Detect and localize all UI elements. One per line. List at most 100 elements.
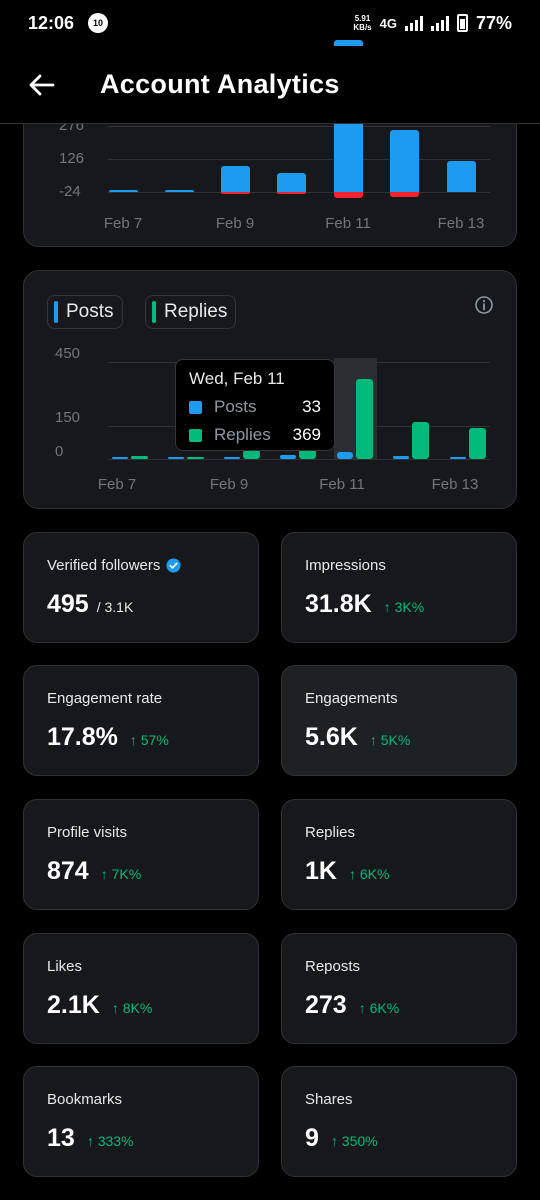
metric-value: 9 <box>305 1124 319 1152</box>
metric-change: ↑ 333% <box>86 1133 134 1149</box>
metric-change: ↑ 350% <box>330 1133 378 1149</box>
x-tick-label: Feb 13 <box>431 476 479 493</box>
metric-value: 273 <box>305 991 347 1019</box>
replies-bar[interactable] <box>356 379 373 459</box>
verified-badge-icon <box>166 558 181 573</box>
bar-feb-7[interactable] <box>108 189 138 192</box>
metric-value: 1K <box>305 857 337 885</box>
gridline <box>108 159 490 160</box>
replies-swatch <box>152 301 156 323</box>
y-tick-label: 126 <box>59 150 85 167</box>
metric-label: Bookmarks <box>47 1091 123 1108</box>
metric-label: Likes <box>47 958 83 975</box>
metric-value: 31.8K <box>305 590 372 618</box>
posts-bar[interactable] <box>168 457 184 459</box>
negative-bar[interactable] <box>389 192 419 197</box>
battery-level: 77% <box>475 12 512 33</box>
notification-badge-icon: 10 <box>88 13 109 33</box>
tooltip-row-posts: Posts 33 <box>189 397 321 417</box>
metric-card-verified-followers[interactable]: Verified followers 495 / 3.1K <box>23 532 259 643</box>
x-tick-label: Feb 11 <box>325 215 371 232</box>
metric-value: 5.6K <box>305 723 358 751</box>
legend-posts[interactable]: Posts <box>47 295 123 329</box>
metric-card-engagements[interactable]: Engagements 5.6K ↑ 5K% <box>281 665 517 776</box>
bar-feb-12[interactable] <box>389 130 419 192</box>
page-title: Account Analytics <box>100 69 340 99</box>
bar-feb-13[interactable] <box>446 161 476 192</box>
metric-value-row: 1K ↑ 6K% <box>305 857 516 886</box>
metric-value-row: 9 ↑ 350% <box>305 1124 516 1153</box>
info-icon[interactable] <box>474 295 494 315</box>
tooltip-row-replies: Replies 369 <box>189 425 321 445</box>
metric-value-row: 2.1K ↑ 8K% <box>47 991 258 1020</box>
posts-replies-chart-card: Posts Replies Wed, Feb 11 Posts 33 Repli… <box>23 270 517 509</box>
gridline <box>108 126 490 127</box>
metric-value-row: 13 ↑ 333% <box>47 1124 258 1153</box>
metric-label: Engagements <box>305 690 398 707</box>
posts-bar[interactable] <box>337 451 353 459</box>
replies-bar[interactable] <box>469 427 486 459</box>
status-bar: 12:06 10 5.91 KB/s 4G 77% <box>0 0 540 46</box>
metric-card-reposts[interactable]: Reposts 273 ↑ 6K% <box>281 933 517 1044</box>
metric-value-row: 5.6K ↑ 5K% <box>305 723 516 752</box>
tooltip-title: Wed, Feb 11 <box>189 369 285 388</box>
back-button[interactable] <box>22 65 62 105</box>
metric-change: ↑ 6K% <box>358 1000 400 1016</box>
negative-bar[interactable] <box>276 192 306 194</box>
metric-card-impressions[interactable]: Impressions 31.8K ↑ 3K% <box>281 532 517 643</box>
metric-label: Shares <box>305 1091 353 1108</box>
gridline <box>108 459 490 460</box>
metric-change: ↑ 57% <box>129 732 169 748</box>
replies-bar[interactable] <box>299 449 316 459</box>
metric-value: 13 <box>47 1124 75 1152</box>
posts-bar[interactable] <box>112 457 128 459</box>
signal-icon <box>430 15 449 31</box>
metric-value-row: 874 ↑ 7K% <box>47 857 258 886</box>
metric-change: ↑ 3K% <box>383 599 425 615</box>
posts-bar[interactable] <box>393 455 409 459</box>
replies-bar[interactable] <box>131 455 148 459</box>
y-tick-label: 0 <box>55 443 64 460</box>
metric-card-bookmarks[interactable]: Bookmarks 13 ↑ 333% <box>23 1066 259 1177</box>
metric-label: Profile visits <box>47 824 128 841</box>
back-arrow-icon <box>29 74 55 95</box>
chart-tooltip: Wed, Feb 11 Posts 33 Replies 369 <box>175 359 335 451</box>
battery-icon <box>456 14 468 32</box>
replies-bar[interactable] <box>187 457 204 459</box>
x-tick-label: Feb 13 <box>437 215 485 232</box>
metric-change: ↑ 6K% <box>348 866 390 882</box>
metric-card-profile-visits[interactable]: Profile visits 874 ↑ 7K% <box>23 799 259 910</box>
metric-card-engagement-rate[interactable]: Engagement rate 17.8% ↑ 57% <box>23 665 259 776</box>
metric-card-shares[interactable]: Shares 9 ↑ 350% <box>281 1066 517 1177</box>
metric-label: Impressions <box>305 557 386 574</box>
bar-feb-10[interactable] <box>276 173 306 192</box>
bar-feb-8[interactable] <box>164 190 194 192</box>
metric-value-row: 495 / 3.1K <box>47 590 258 619</box>
metric-value-row: 17.8% ↑ 57% <box>47 723 258 752</box>
replies-bar[interactable] <box>243 450 260 459</box>
negative-bar[interactable] <box>220 192 250 194</box>
metric-total: / 3.1K <box>96 599 134 615</box>
metric-value: 495 <box>47 590 89 618</box>
legend-replies[interactable]: Replies <box>145 295 237 329</box>
bar-feb-9[interactable] <box>220 165 250 192</box>
metric-change: ↑ 7K% <box>100 866 142 882</box>
metric-card-likes[interactable]: Likes 2.1K ↑ 8K% <box>23 933 259 1044</box>
replies-bar[interactable] <box>412 422 429 459</box>
posts-bar[interactable] <box>280 455 296 459</box>
metric-value-row: 273 ↑ 6K% <box>305 991 516 1020</box>
signal-icon <box>404 15 423 31</box>
metric-label: Verified followers <box>47 557 258 574</box>
metric-label: Engagement rate <box>47 690 163 707</box>
x-tick-label: Feb 7 <box>97 476 137 493</box>
x-tick-label: Feb 9 <box>209 476 249 493</box>
posts-bar[interactable] <box>224 457 240 459</box>
metric-value: 17.8% <box>47 723 118 751</box>
network-speed: 5.91 KB/s <box>353 14 372 32</box>
metric-label: Reposts <box>305 958 361 975</box>
metric-card-replies[interactable]: Replies 1K ↑ 6K% <box>281 799 517 910</box>
negative-bar[interactable] <box>333 192 363 198</box>
posts-bar[interactable] <box>450 457 466 459</box>
y-tick-label: -24 <box>59 183 81 200</box>
metric-change: ↑ 8K% <box>111 1000 153 1016</box>
